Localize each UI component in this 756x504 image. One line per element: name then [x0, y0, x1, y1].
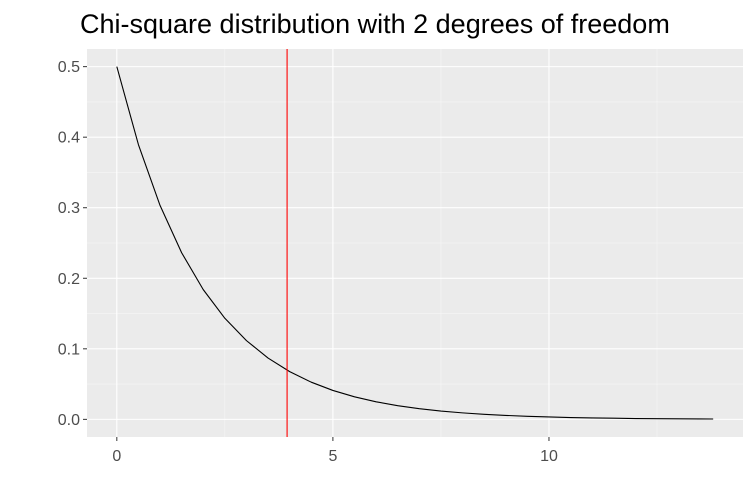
x-tick-label-2: 10 — [540, 448, 558, 465]
chart-title: Chi-square distribution with 2 degrees o… — [80, 9, 670, 39]
x-tick-label-1: 5 — [328, 448, 337, 465]
axis-ticks — [83, 66, 550, 441]
x-tick-labels: 0 5 10 — [112, 448, 558, 465]
y-tick-label-5: 0.5 — [58, 59, 80, 76]
grid-major — [87, 49, 743, 437]
y-tick-label-0: 0.0 — [58, 412, 80, 429]
y-tick-label-3: 0.3 — [58, 200, 80, 217]
y-tick-label-2: 0.2 — [58, 271, 80, 288]
series-layer — [116, 66, 714, 420]
grid-minor — [87, 49, 743, 437]
y-tick-labels: 0.0 0.1 0.2 0.3 0.4 0.5 — [58, 59, 80, 429]
y-tick-label-4: 0.4 — [58, 130, 80, 147]
x-tick-label-0: 0 — [112, 448, 121, 465]
series-line-0 — [116, 66, 714, 420]
y-tick-label-1: 0.1 — [58, 341, 80, 358]
